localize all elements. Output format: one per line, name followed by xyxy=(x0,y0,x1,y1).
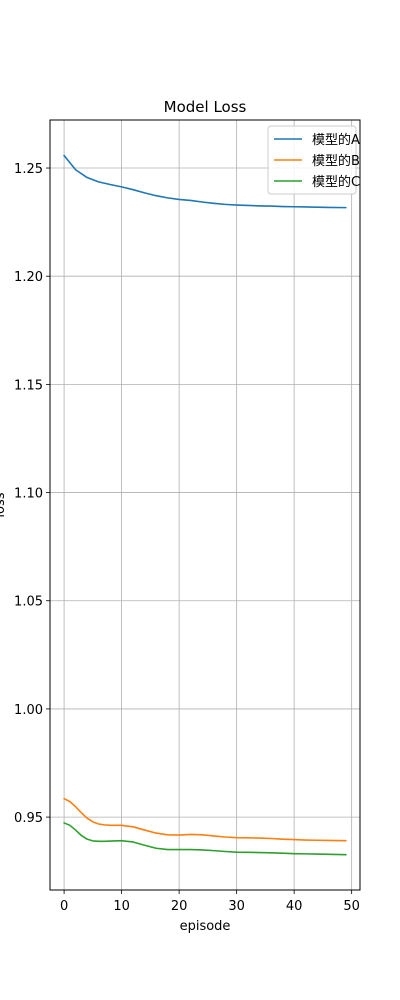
y-tick-label: 1.15 xyxy=(14,378,43,393)
y-tick-label: 1.20 xyxy=(14,270,43,285)
y-tick-label: 1.25 xyxy=(14,162,43,177)
legend-entry-label: 模型的C xyxy=(312,174,360,190)
plot-area xyxy=(50,120,360,890)
plot-frame xyxy=(49,119,361,891)
series-line-3 xyxy=(63,822,347,856)
x-tick-label: 50 xyxy=(343,899,360,914)
x-axis-label: episode xyxy=(180,919,231,934)
series-lines xyxy=(63,154,347,856)
y-tick-label: 1.00 xyxy=(14,703,43,718)
y-axis-label: loss xyxy=(0,492,8,517)
x-tick-label: 0 xyxy=(60,899,68,914)
legend-entry-label: 模型的A xyxy=(312,132,360,148)
x-tick-label: 30 xyxy=(228,899,245,914)
grid xyxy=(50,120,360,890)
legend-box xyxy=(267,125,357,195)
chart-title: Model Loss xyxy=(164,98,247,116)
x-tick-label: 20 xyxy=(171,899,188,914)
series-line-2 xyxy=(63,797,347,842)
series-line-1 xyxy=(63,154,347,209)
axis-ticks: 0 10 20 30 40 50 0.95 1.00 1.05 1.10 1.15 1.20 1.25 xyxy=(14,162,360,914)
x-tick-label: 40 xyxy=(286,899,303,914)
legend-entry-label: 模型的B xyxy=(312,153,360,169)
x-tick-label: 10 xyxy=(113,899,130,914)
legend: 模型的A 模型的B 模型的C xyxy=(267,125,360,195)
y-tick-label: 0.95 xyxy=(14,811,43,826)
y-tick-label: 1.05 xyxy=(14,595,43,610)
y-tick-label: 1.10 xyxy=(14,487,43,502)
